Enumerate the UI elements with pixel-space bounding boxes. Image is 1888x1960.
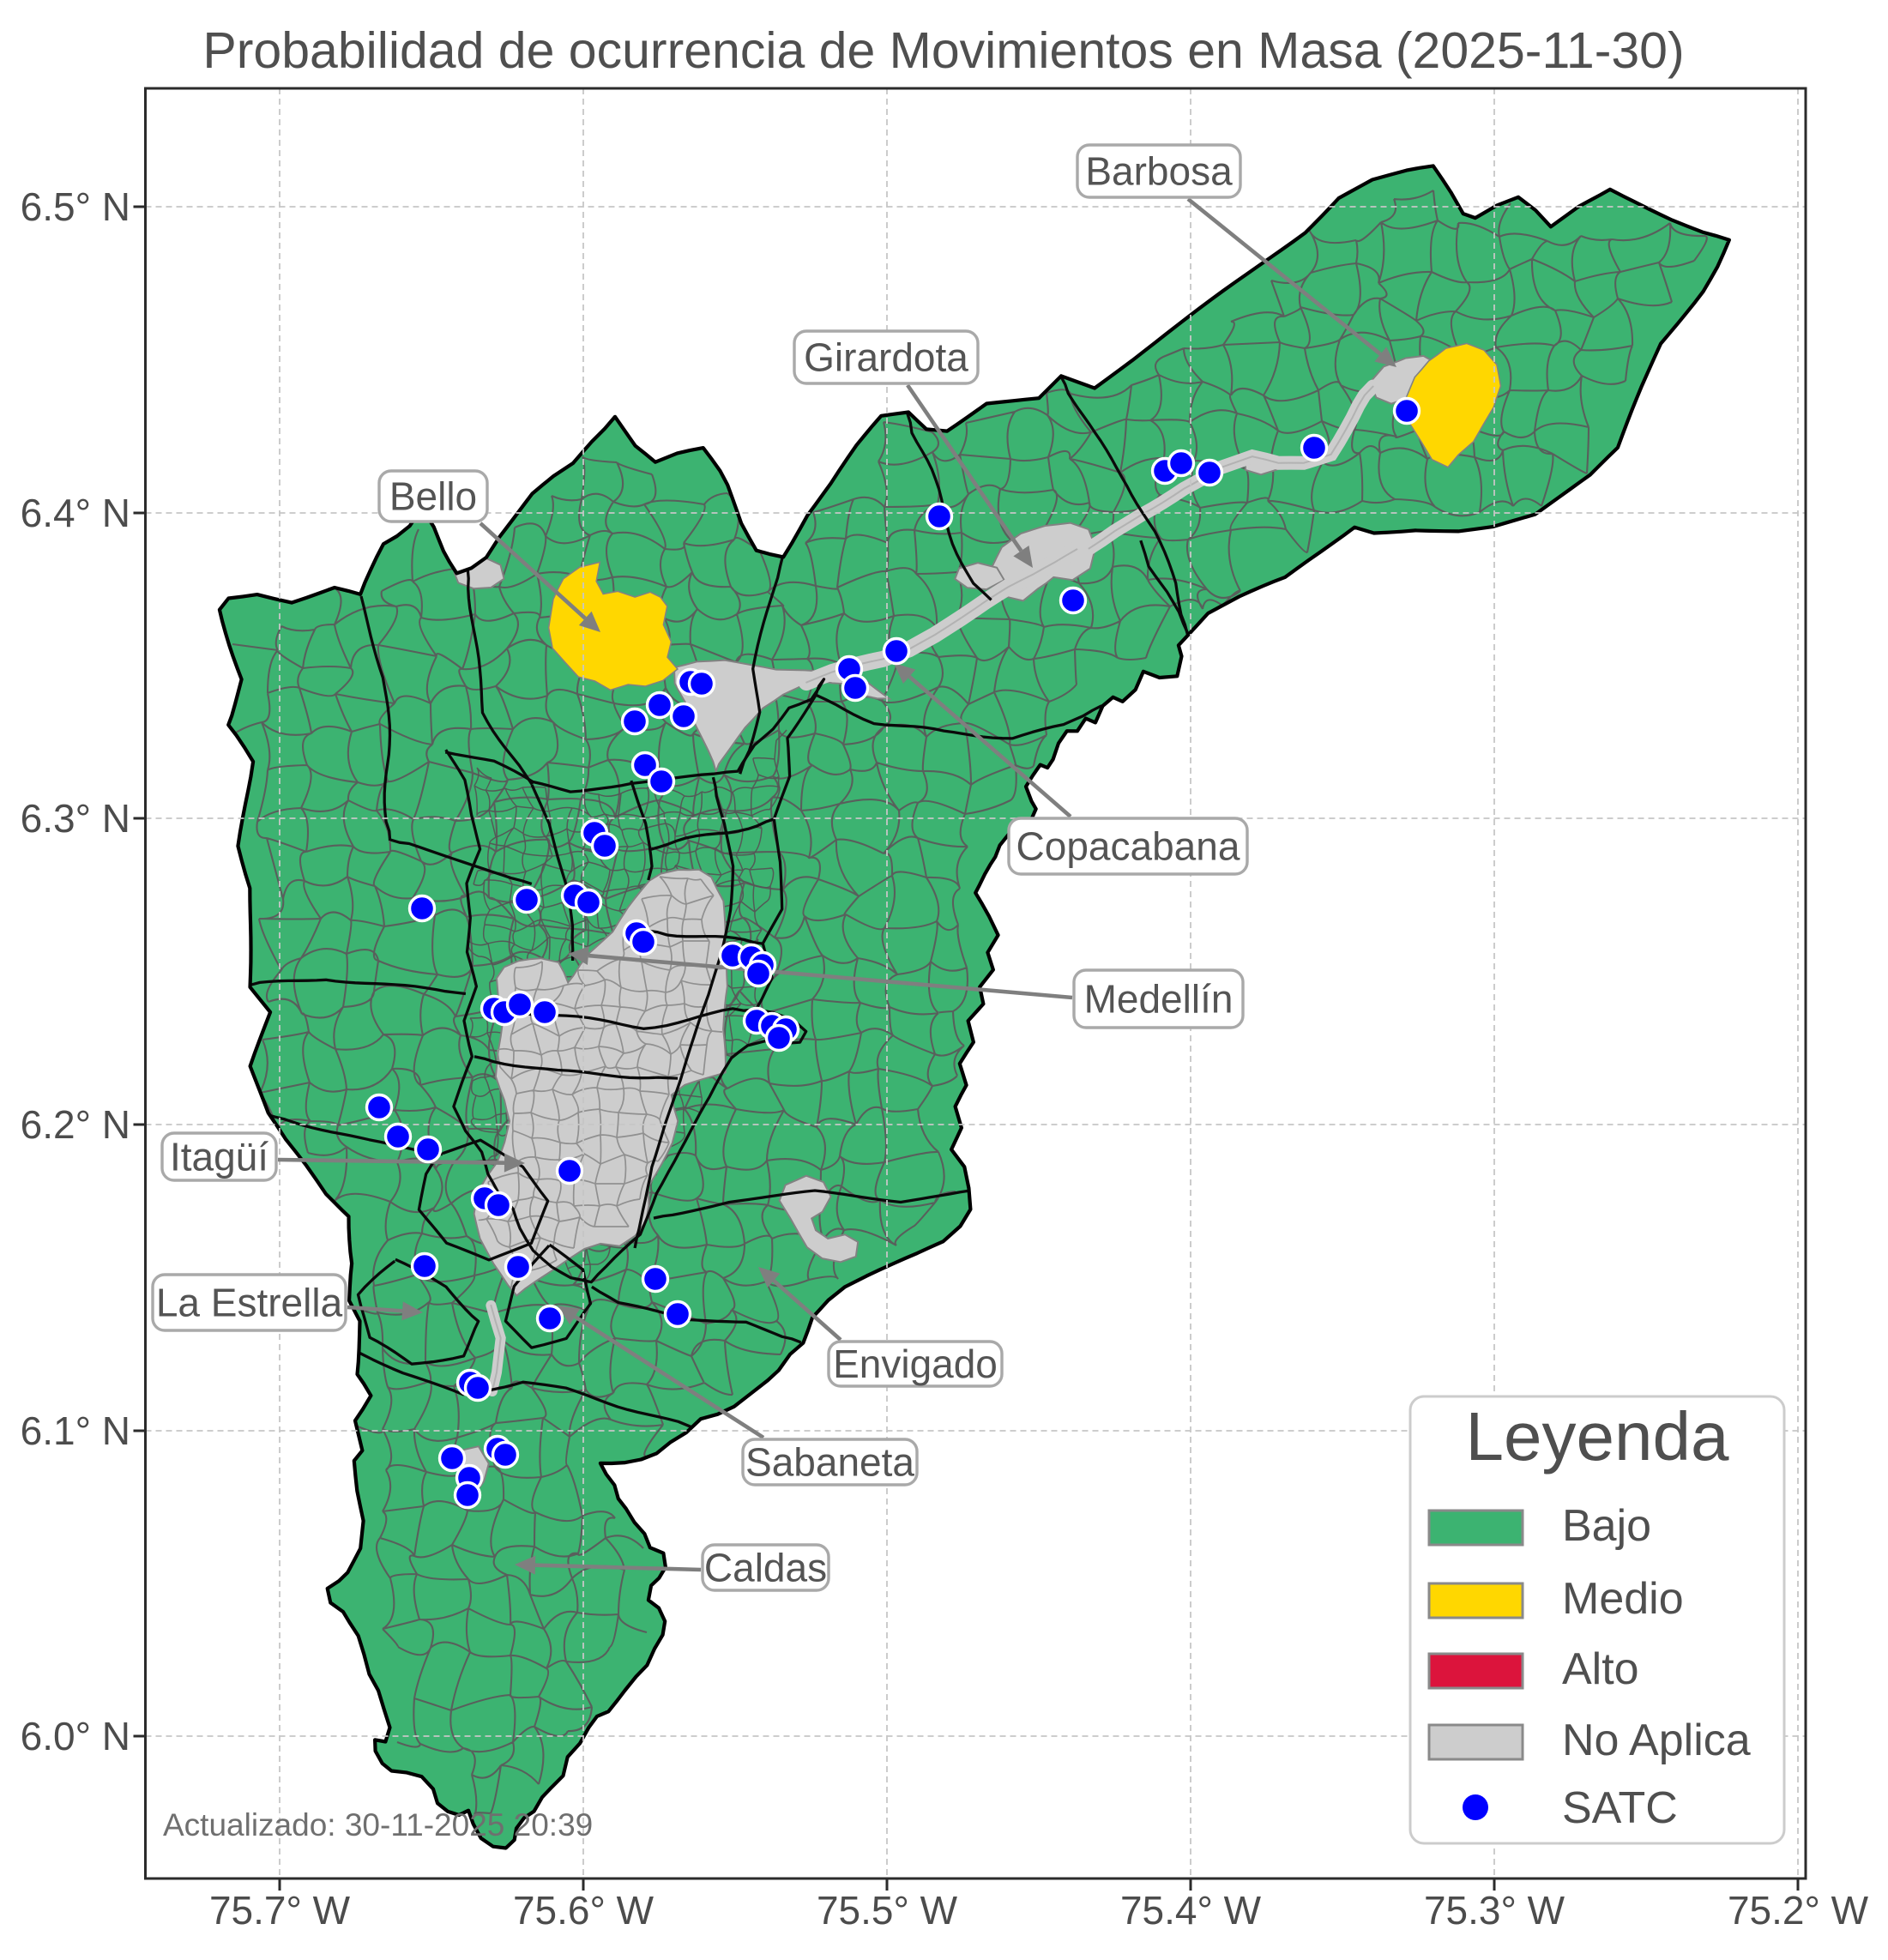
svg-text:Girardota: Girardota xyxy=(804,335,968,380)
svg-text:75.5° W: 75.5° W xyxy=(817,1888,958,1933)
svg-text:Envigado: Envigado xyxy=(833,1342,998,1386)
svg-text:Bello: Bello xyxy=(389,474,477,519)
svg-text:Actualizado: 30-11-2025 20:39: Actualizado: 30-11-2025 20:39 xyxy=(163,1807,593,1842)
svg-text:Medellín: Medellín xyxy=(1084,977,1234,1022)
svg-text:Bajo: Bajo xyxy=(1562,1501,1651,1551)
svg-text:Medio: Medio xyxy=(1562,1574,1684,1624)
svg-text:Alto: Alto xyxy=(1562,1644,1639,1694)
svg-text:Leyenda: Leyenda xyxy=(1466,1398,1729,1475)
svg-text:6.0° N: 6.0° N xyxy=(21,1714,130,1758)
svg-text:6.3° N: 6.3° N xyxy=(21,796,130,841)
svg-text:75.2° W: 75.2° W xyxy=(1728,1888,1869,1933)
svg-text:75.4° W: 75.4° W xyxy=(1120,1888,1262,1933)
svg-text:Sabaneta: Sabaneta xyxy=(745,1440,914,1485)
svg-text:Caldas: Caldas xyxy=(704,1546,827,1590)
svg-text:Probabilidad de ocurrencia de: Probabilidad de ocurrencia de Movimiento… xyxy=(202,22,1684,79)
svg-text:6.4° N: 6.4° N xyxy=(21,491,130,535)
svg-text:No Aplica: No Aplica xyxy=(1562,1716,1751,1765)
svg-text:6.5° N: 6.5° N xyxy=(21,184,130,229)
svg-text:SATC: SATC xyxy=(1562,1783,1678,1833)
svg-text:6.2° N: 6.2° N xyxy=(21,1102,130,1147)
svg-text:75.7° W: 75.7° W xyxy=(209,1888,351,1933)
svg-text:6.1° N: 6.1° N xyxy=(21,1408,130,1453)
svg-text:75.3° W: 75.3° W xyxy=(1424,1888,1565,1933)
svg-text:75.6° W: 75.6° W xyxy=(513,1888,654,1933)
svg-text:Barbosa: Barbosa xyxy=(1085,149,1233,194)
svg-text:La Estrella: La Estrella xyxy=(156,1281,343,1325)
svg-text:Copacabana: Copacabana xyxy=(1016,824,1240,869)
svg-text:Itagüí: Itagüí xyxy=(170,1135,268,1179)
